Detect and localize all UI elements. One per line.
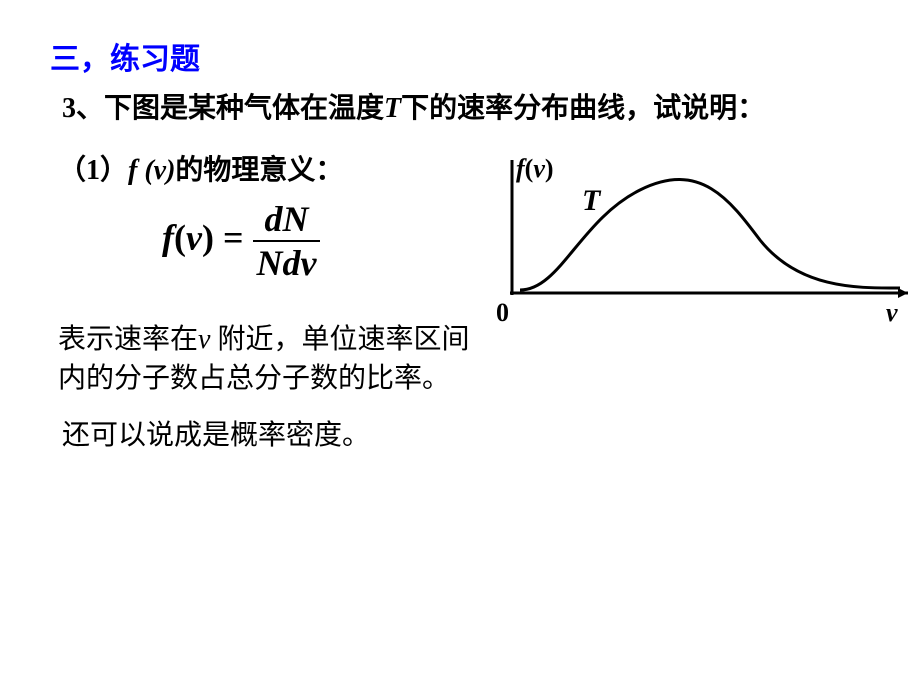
part1-rest: 的物理意义： — [175, 155, 343, 186]
formula-fraction: dNNdv — [253, 198, 321, 284]
x-axis-label: v — [886, 298, 898, 328]
explanation-block2: 还可以说成是概率密度。 — [62, 416, 370, 455]
xlabel-text: v — [886, 298, 898, 327]
distribution-chart — [500, 160, 920, 330]
problem-number: 3、 — [62, 93, 104, 124]
section-title-text: 三，练习题 — [50, 43, 200, 76]
formula-v: v — [186, 217, 202, 257]
formula-num: dN — [253, 198, 321, 242]
ylabel-v: v — [533, 154, 545, 183]
formula-eq: = — [214, 217, 253, 257]
formula-lparen: ( — [174, 217, 186, 257]
formula-rparen: ) — [202, 217, 214, 257]
part1-label: （1）f (v)的物理意义： — [58, 148, 343, 188]
exp1-v: v — [198, 324, 210, 355]
problem-var-t: T — [384, 93, 401, 124]
exp3: 还可以说成是概率密度。 — [62, 420, 370, 451]
y-axis-label: f(v) — [516, 154, 554, 184]
explanation-block1: 表示速率在v 附近，单位速率区间 内的分子数占总分子数的比率。 — [58, 320, 498, 398]
curve-label-t: T — [582, 184, 600, 218]
formula: f(v) = dNNdv — [162, 198, 320, 284]
ylabel-f: f — [516, 154, 525, 183]
distribution-curve — [520, 180, 900, 290]
ylabel-rp: ) — [545, 154, 554, 183]
part1-paren: （1） — [58, 155, 128, 186]
section-title: 三，练习题 — [50, 34, 200, 78]
problem-intro: 3、下图是某种气体在温度T下的速率分布曲线，试说明： — [62, 86, 765, 126]
curve-label-text: T — [582, 184, 600, 217]
formula-f: f — [162, 217, 174, 257]
problem-text1: 下图是某种气体在温度 — [104, 93, 384, 124]
part1-fv: f (v) — [128, 155, 175, 186]
exp1-a: 表示速率在 — [58, 324, 198, 355]
formula-den: Ndv — [253, 242, 321, 284]
problem-text2: 下的速率分布曲线，试说明： — [401, 93, 765, 124]
chart-svg — [500, 160, 920, 330]
exp2: 内的分子数占总分子数的比率。 — [58, 363, 450, 394]
exp1-b: 附近，单位速率区间 — [210, 324, 469, 355]
